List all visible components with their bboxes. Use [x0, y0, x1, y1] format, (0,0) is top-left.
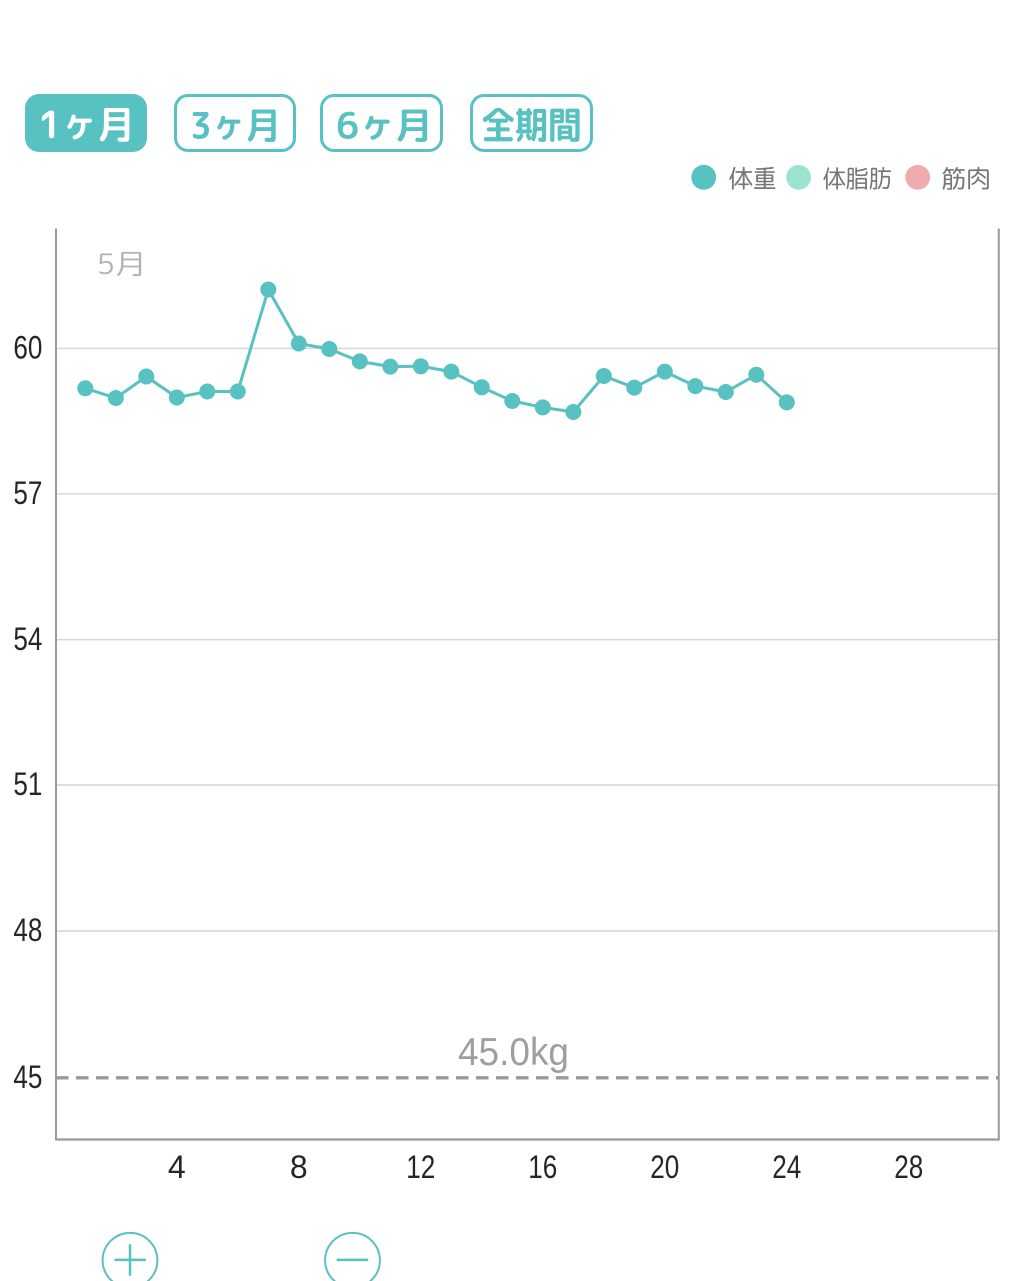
svg-text:20: 20	[650, 1149, 679, 1185]
svg-text:45: 45	[13, 1059, 42, 1095]
svg-text:8: 8	[290, 1149, 308, 1185]
svg-text:12: 12	[406, 1149, 435, 1185]
svg-text:60: 60	[13, 330, 42, 366]
svg-text:48: 48	[13, 912, 42, 948]
svg-text:54: 54	[13, 621, 42, 657]
svg-text:16: 16	[528, 1149, 557, 1185]
svg-text:57: 57	[13, 475, 42, 511]
svg-text:24: 24	[772, 1149, 801, 1185]
svg-text:45.0kg: 45.0kg	[458, 1031, 569, 1074]
svg-text:51: 51	[13, 766, 42, 802]
svg-text:4: 4	[168, 1149, 186, 1185]
svg-text:28: 28	[894, 1149, 923, 1185]
